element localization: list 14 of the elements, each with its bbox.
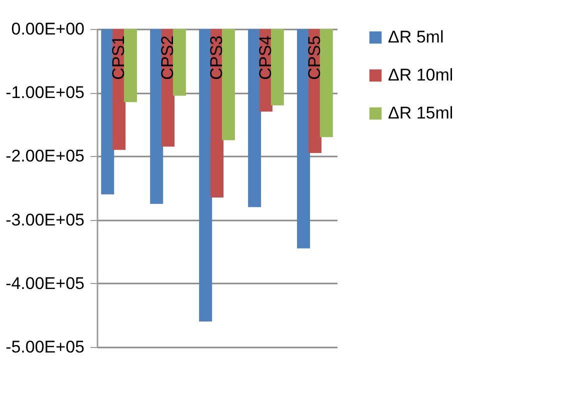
x-tick-label: CPS4	[256, 36, 275, 80]
y-tick-label: -5.00E+05	[6, 338, 84, 356]
x-tick-label: CPS3	[207, 36, 226, 80]
y-tick-label: -4.00E+05	[6, 274, 84, 293]
x-tick-label: CPS2	[158, 36, 178, 80]
legend-label: ΔR 15ml	[388, 104, 454, 122]
x-tick-label: CPS1	[109, 36, 128, 80]
y-tick-label: -3.00E+05	[6, 210, 84, 230]
y-tick-label: -2.00E+05	[6, 146, 84, 166]
legend-label: ΔR 5ml	[388, 28, 444, 46]
legend-label: ΔR 10ml	[388, 66, 454, 84]
y-tick-label: 0.00E+00	[11, 20, 84, 38]
x-tick-label: CPS5	[304, 36, 324, 80]
y-tick-label: -1.00E+05	[6, 83, 84, 102]
